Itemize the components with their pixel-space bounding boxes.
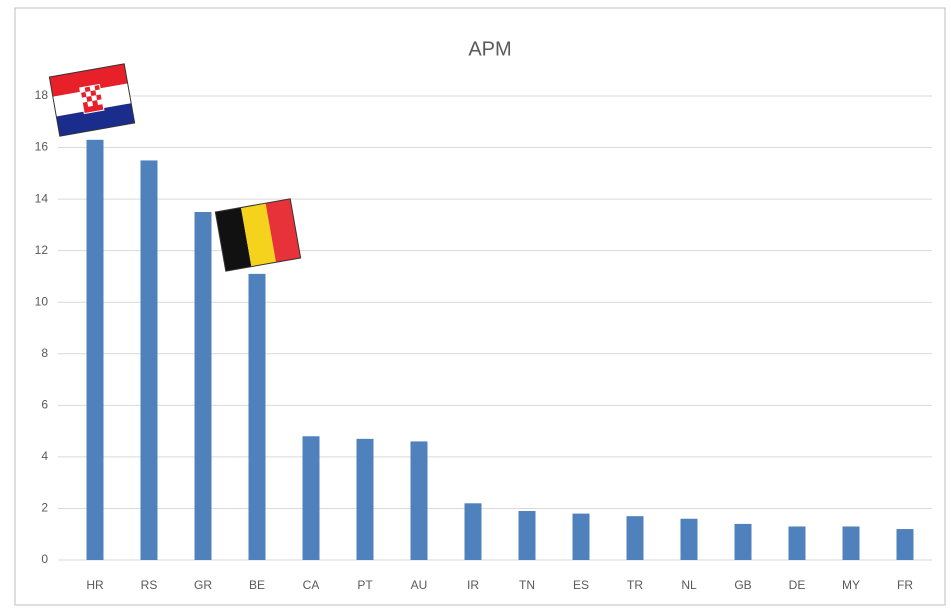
bar [572, 513, 590, 560]
y-tick-label: 16 [35, 140, 49, 154]
plot: 0 2 4 6 8 10 12 14 16 18 HR RS GR BE CA PT AU IR TN ES TR NL G… [35, 88, 932, 592]
y-tick-label: 8 [41, 346, 48, 360]
bar [788, 526, 806, 560]
x-tick-label: TR [627, 578, 643, 592]
bar [86, 139, 104, 561]
x-tick-label: GB [734, 578, 751, 592]
x-tick-label: MY [842, 578, 860, 592]
bar [410, 441, 428, 560]
y-tick-label: 6 [41, 398, 48, 412]
x-tick-label: ES [573, 578, 589, 592]
flag-croatia [48, 63, 136, 137]
bar [140, 160, 158, 560]
bar [356, 438, 374, 560]
bar [680, 518, 698, 560]
x-tick-label: FR [897, 578, 913, 592]
y-tick-label: 10 [35, 294, 49, 308]
bar [248, 273, 266, 560]
y-tick-label: 12 [35, 243, 49, 257]
y-tick-label: 4 [41, 449, 48, 463]
chart-title: APM [468, 38, 511, 60]
bar [896, 529, 914, 560]
bar [626, 516, 644, 560]
y-tick-label: 14 [35, 191, 49, 205]
bar [734, 523, 752, 560]
x-tick-label: PT [357, 578, 373, 592]
y-tick-label: 18 [35, 88, 49, 102]
bar [518, 511, 536, 560]
y-tick-label: 2 [41, 501, 48, 515]
x-tick-label: GR [194, 578, 212, 592]
bar [464, 503, 482, 560]
bar [302, 436, 320, 560]
bar [194, 212, 212, 560]
x-tick-label: TN [519, 578, 535, 592]
x-tick-label: IR [467, 578, 479, 592]
flag-belgium [214, 198, 302, 272]
x-tick-label: BE [249, 578, 265, 592]
x-tick-label: HR [86, 578, 104, 592]
x-tick-label: AU [411, 578, 428, 592]
x-tick-label: DE [789, 578, 806, 592]
x-tick-label: RS [141, 578, 158, 592]
bar [842, 526, 860, 560]
x-tick-label: NL [681, 578, 697, 592]
y-tick-label: 0 [41, 552, 48, 566]
x-tick-label: CA [303, 578, 320, 592]
